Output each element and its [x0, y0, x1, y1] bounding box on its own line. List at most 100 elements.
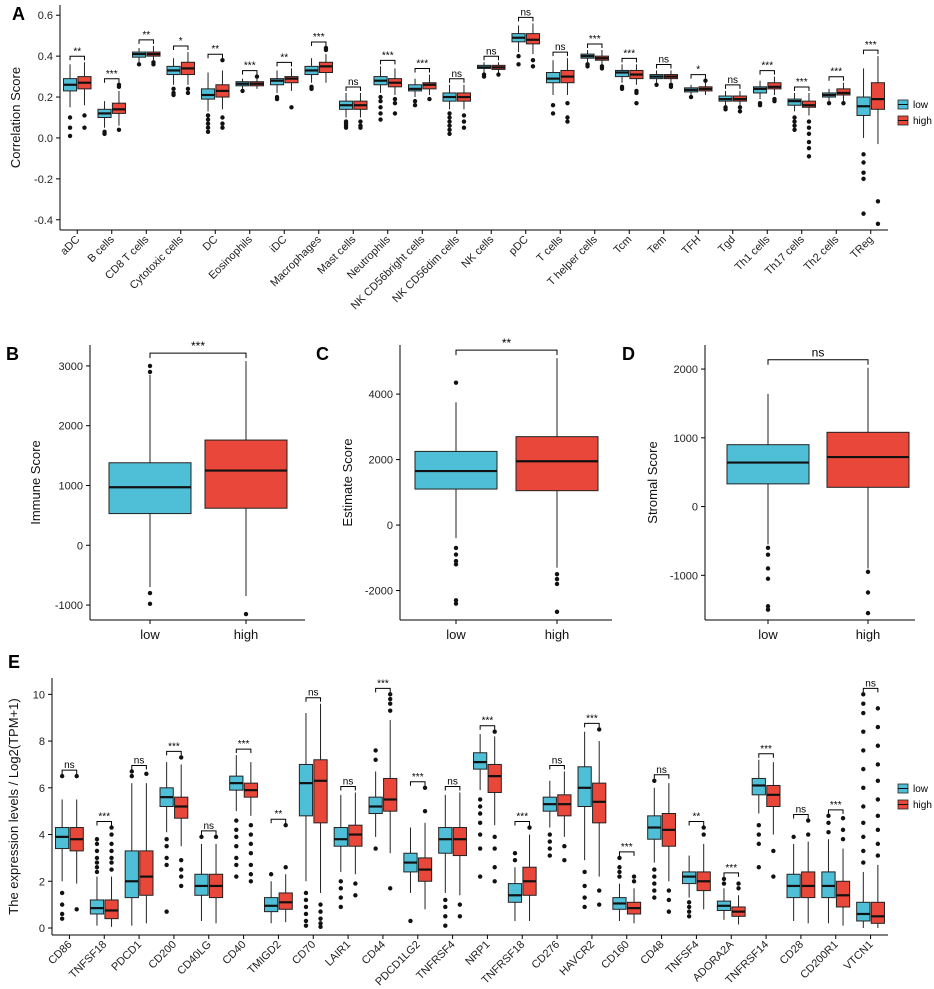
panel-A-box-high-outlier	[151, 62, 156, 67]
panel-A-box-high-outlier	[565, 115, 570, 120]
panel-A-sig-bracket	[242, 70, 258, 75]
panel-E-box-low-outlier	[652, 881, 657, 886]
panel-E-box-low-outlier	[408, 918, 413, 924]
panel-E-x-tick-label: CD48	[638, 939, 666, 967]
panel-A-box-low-outlier	[309, 86, 314, 92]
panel-A-box-high-outlier	[737, 105, 743, 110]
panel-E-box-high-outlier	[109, 855, 114, 861]
panel-E-box-low-outlier	[861, 820, 866, 826]
panel-E-box-low-outlier	[268, 872, 274, 877]
panel-E-box-high-outlier	[248, 841, 254, 847]
panel-E-box-low-outlier	[199, 834, 204, 840]
panel-E-box-low-outlier	[721, 881, 727, 886]
panel-E-box-low-box	[264, 897, 279, 913]
panel-E-sig-label: ***	[238, 739, 250, 750]
panel-E-box-low-outlier	[861, 692, 866, 697]
panel-A-box-high-outlier	[634, 100, 639, 106]
panel-A-sig-label: ns	[520, 7, 531, 18]
panel-E-y-tick-label: 4	[39, 830, 45, 842]
panel-E-box-low-outlier	[861, 748, 866, 753]
panel-A-sig-bracket	[345, 86, 361, 91]
panel-E-box-low-outlier	[164, 909, 169, 914]
panel-A-box-high-outlier	[82, 125, 87, 130]
panel-A-sig-bracket	[656, 63, 672, 69]
panel-E-sig-label: ns	[343, 776, 354, 787]
panel-E-box-high-outlier	[805, 832, 811, 837]
panel-E-box-low-outlier	[582, 904, 587, 910]
panel-E-box-high-outlier	[74, 773, 79, 779]
panel-E-sig-label: ***	[725, 863, 737, 874]
panel-E-sig-label: ns	[796, 805, 807, 816]
panel-E-box-low-outlier	[477, 811, 483, 816]
panel-A-box-low-outlier	[343, 125, 349, 130]
panel-A-box-low-outlier	[792, 127, 797, 132]
panel-E-box-low-outlier	[861, 766, 866, 772]
panel-A-x-tick-label: NK cells	[459, 233, 496, 270]
panel-E-box-low-outlier	[652, 778, 657, 783]
panel-C-x-tick-label: low	[446, 627, 466, 642]
panel-A-box-low-outlier	[171, 92, 176, 98]
panel-E-box-high-outlier	[701, 825, 706, 830]
panel-A-sig-label: *	[696, 65, 700, 76]
panel-A-box-low-outlier	[516, 62, 521, 67]
panel-E-box-low-outlier	[756, 832, 762, 837]
panel-E-box-low-outlier	[59, 890, 65, 896]
panel-E-box-low-outlier	[234, 818, 239, 823]
panel-E-box-high-outlier	[457, 902, 463, 907]
panel-E-box-high-box	[313, 759, 328, 824]
panel-E-box-high-outlier	[596, 888, 602, 893]
panel-E-sig-bracket	[514, 821, 531, 826]
panel-A-box-high-outlier	[668, 84, 674, 90]
panel-A-y-tick-label: 0.0	[38, 133, 53, 145]
panel-E-box-low-outlier	[547, 853, 553, 858]
panel-E-box-low-outlier	[652, 888, 657, 893]
panel-E-box-low-outlier	[94, 837, 100, 842]
panel-E-box-high-outlier	[248, 862, 254, 868]
panel-A-y-tick-label: -0.2	[34, 174, 53, 186]
panel-C-box-low-outlier	[453, 562, 459, 567]
panel-E-x-tick-label: CD70	[290, 939, 318, 967]
panel-A-sig-label: ***	[830, 67, 842, 78]
panel-E-box-high-outlier	[144, 771, 149, 776]
panel-E-box-high-box	[801, 871, 816, 899]
panel-E-sig-bracket	[723, 872, 740, 877]
panel-E-box-high-outlier	[353, 881, 358, 886]
panel-E-box-high-box	[139, 850, 154, 896]
panel-E-sig-bracket	[653, 774, 670, 779]
panel-E-box-low-outlier	[652, 867, 657, 872]
panel-E-sig-label: **	[693, 812, 701, 823]
panel-A-x-tick-label: aDC	[58, 234, 82, 258]
panel-E-box-low-outlier	[686, 900, 692, 905]
panel-E-box-low-box	[682, 871, 697, 885]
panel-A-box-high-outlier	[841, 100, 846, 106]
panel-A-box-low-outlier	[447, 119, 452, 124]
panel-E-box-low-outlier	[826, 820, 831, 826]
panel-E-sig-bracket	[340, 785, 356, 791]
panel-A-sig-bracket	[138, 39, 154, 44]
panel-A-box-high-outlier	[875, 199, 881, 204]
panel-E-box-high-outlier	[771, 848, 776, 854]
panel-A-sig-bracket	[311, 41, 327, 46]
panel-E-sig-bracket	[862, 687, 879, 693]
panel-E-box-high-outlier	[213, 834, 219, 840]
panel-E-x-tick-label: CD200	[146, 939, 179, 972]
panel-E-box-low-outlier	[129, 773, 135, 779]
panel-C-box-high-outlier	[554, 571, 560, 577]
panel-A-box-high-outlier	[116, 82, 122, 87]
panel-E-box-low-outlier	[94, 869, 100, 875]
panel-E-box-low-outlier	[373, 846, 378, 851]
panel-A-x-tick-label: pDC	[507, 234, 531, 258]
panel-A-box-high-outlier	[358, 125, 363, 130]
panel-E-x-tick-label: TMIGD2	[246, 939, 284, 977]
panel-A-box-low-outlier	[378, 98, 383, 104]
panel-E-box-low-outlier	[59, 916, 65, 921]
panel-A-box-high-outlier	[220, 125, 225, 130]
panel-E-sig-label: ns	[447, 776, 458, 787]
panel-A-box-low-outlier	[102, 131, 107, 137]
panel-E-box-low-outlier	[94, 865, 100, 870]
panel-E-box-low-outlier	[861, 729, 866, 734]
panel-A-box-high-outlier	[82, 113, 87, 118]
panel-A-box-low-outlier	[205, 113, 211, 118]
panel-E-box-low-outlier	[861, 848, 866, 854]
panel-D-box-low-outlier	[765, 566, 771, 571]
